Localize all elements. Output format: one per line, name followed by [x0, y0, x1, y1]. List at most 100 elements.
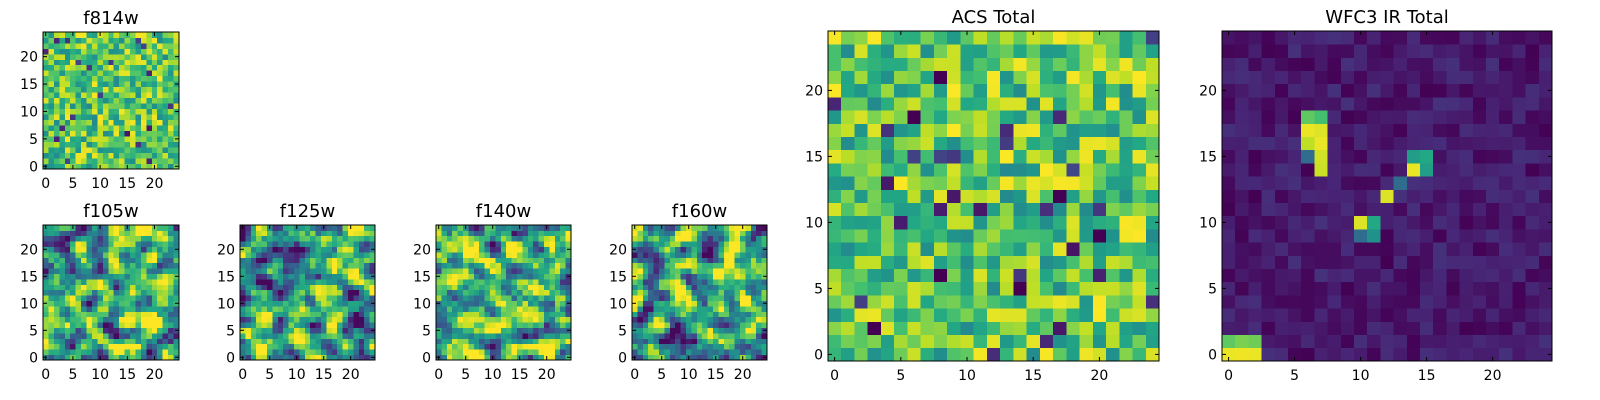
- heatmap-cell: [1433, 295, 1447, 309]
- heatmap-cell: [473, 333, 480, 339]
- heatmap-cell: [151, 300, 158, 307]
- heatmap-cell: [1274, 189, 1289, 203]
- heatmap-cell: [1314, 163, 1328, 177]
- heatmap-cell: [157, 108, 164, 115]
- heatmap-cell: [267, 300, 273, 307]
- heatmap-cell: [1446, 202, 1460, 217]
- heatmap-cell: [321, 289, 327, 296]
- heatmap-cell: [304, 241, 311, 247]
- heatmap-cell: [337, 252, 343, 258]
- heatmap-cell: [353, 273, 360, 280]
- heatmap-cell: [353, 257, 360, 264]
- heatmap-cell: [162, 235, 169, 242]
- heatmap-cell: [933, 229, 948, 243]
- heatmap-cell: [304, 322, 311, 328]
- heatmap-cell: [960, 57, 974, 71]
- heatmap-cell: [304, 257, 311, 264]
- heatmap-cell: [750, 246, 757, 253]
- heatmap-cell: [250, 295, 257, 301]
- heatmap-cell: [495, 241, 502, 247]
- heatmap-cell: [130, 252, 136, 258]
- heatmap-cell: [702, 246, 708, 253]
- heatmap-cell: [729, 262, 735, 269]
- heatmap-cell: [702, 257, 708, 264]
- heatmap-cell: [691, 241, 698, 247]
- heatmap-cell: [756, 225, 762, 231]
- heatmap-cell: [1301, 123, 1315, 137]
- heatmap-cell: [124, 97, 131, 104]
- heatmap-cell: [560, 262, 566, 269]
- heatmap-cell: [1538, 123, 1553, 137]
- heatmap-cell: [173, 114, 180, 121]
- heatmap-cell: [326, 246, 333, 253]
- heatmap-cell: [53, 32, 60, 38]
- heatmap-cell: [947, 308, 961, 322]
- heatmap-cell: [894, 255, 908, 269]
- heatmap-cell: [342, 262, 349, 269]
- heatmap-cell: [549, 257, 556, 264]
- heatmap-cell: [81, 42, 87, 49]
- heatmap-cell: [310, 300, 316, 307]
- heatmap-cell: [81, 163, 87, 170]
- heatmap-cell: [157, 119, 164, 126]
- heatmap-cell: [151, 158, 158, 164]
- heatmap-cell: [124, 284, 131, 291]
- y-tick-label: 5: [814, 281, 823, 297]
- heatmap-cell: [1145, 44, 1160, 58]
- heatmap-cell: [500, 349, 507, 355]
- heatmap-cell: [452, 295, 458, 301]
- heatmap-cell: [326, 338, 333, 345]
- heatmap-cell: [353, 246, 360, 253]
- heatmap-cell: [124, 306, 131, 312]
- heatmap-cell: [75, 103, 82, 110]
- heatmap-cell: [854, 123, 869, 137]
- heatmap-cell: [463, 279, 469, 285]
- heatmap-cell: [723, 235, 730, 242]
- heatmap-cell: [1053, 149, 1067, 164]
- heatmap-cell: [1301, 347, 1315, 362]
- heatmap-cell: [632, 316, 638, 323]
- plot-frame: [239, 224, 376, 361]
- heatmap-cell: [544, 338, 550, 345]
- heatmap-cell: [1380, 44, 1394, 58]
- heatmap-cell: [119, 108, 125, 115]
- heatmap-cell: [168, 42, 174, 49]
- heatmap-cell: [1446, 255, 1460, 269]
- heatmap-cell: [1079, 97, 1094, 111]
- heatmap-cell: [75, 316, 82, 323]
- heatmap-cell: [140, 235, 147, 242]
- heatmap-cell: [157, 225, 164, 231]
- heatmap-cell: [1274, 295, 1289, 309]
- heatmap-cell: [256, 273, 262, 280]
- heatmap-cell: [272, 289, 279, 296]
- heatmap-cell: [1393, 242, 1408, 256]
- heatmap-cell: [157, 295, 164, 301]
- heatmap-cell: [457, 252, 464, 258]
- heatmap-cell: [756, 235, 762, 242]
- heatmap-cell: [880, 163, 895, 177]
- heatmap-cell: [436, 333, 442, 339]
- heatmap-cell: [64, 306, 71, 312]
- heatmap-cell: [841, 163, 855, 177]
- heatmap-cell: [960, 163, 974, 177]
- heatmap-cell: [283, 246, 289, 253]
- heatmap-cell: [986, 308, 1001, 322]
- heatmap-cell: [162, 343, 169, 350]
- heatmap-cell: [702, 279, 708, 285]
- heatmap-cell: [81, 32, 87, 38]
- heatmap-cell: [457, 262, 464, 269]
- heatmap-cell: [1314, 295, 1328, 309]
- heatmap-cell: [1380, 347, 1394, 362]
- heatmap-cell: [140, 273, 147, 280]
- heatmap-cell: [1000, 215, 1014, 230]
- heatmap-cell: [686, 316, 692, 323]
- heatmap-cell: [1367, 268, 1381, 283]
- heatmap-cell: [1222, 136, 1236, 151]
- heatmap-cell: [124, 48, 131, 55]
- heatmap-cell: [261, 246, 268, 253]
- heatmap-cell: [146, 152, 153, 159]
- heatmap-cell: [1380, 202, 1394, 217]
- heatmap-cell: [1340, 44, 1355, 58]
- heatmap-cell: [304, 235, 311, 242]
- heatmap-cell: [81, 119, 87, 126]
